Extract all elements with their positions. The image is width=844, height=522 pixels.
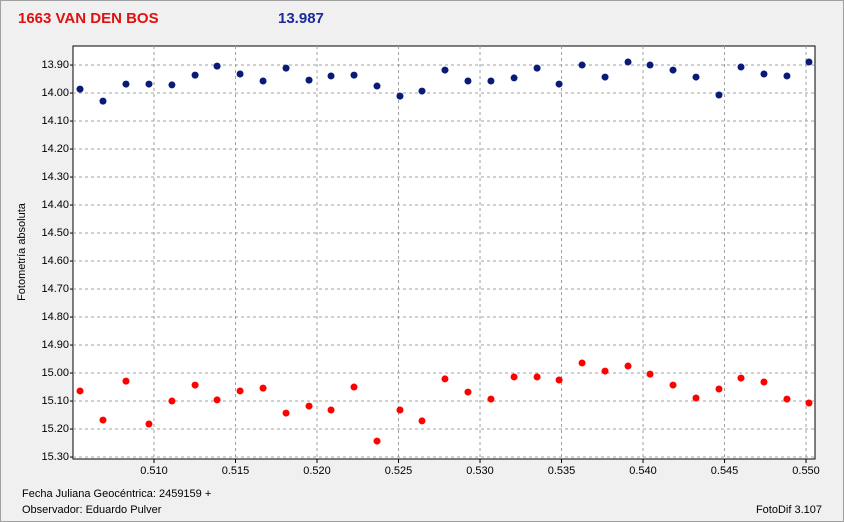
point xyxy=(805,58,813,66)
chart-subtitle: 13.987 xyxy=(278,10,324,27)
point xyxy=(578,61,586,69)
point xyxy=(783,395,791,403)
observer: Observador: Eduardo Pulver xyxy=(22,504,162,516)
y-axis-label: Fotometría absoluta xyxy=(16,202,28,301)
x-tick-label: 0.510 xyxy=(140,465,168,477)
x-tick-label: 0.520 xyxy=(303,465,331,477)
point xyxy=(191,71,199,79)
x-axis-label: Fecha Juliana Geocéntrica: 2459159 + xyxy=(22,488,211,500)
point xyxy=(350,383,358,391)
point xyxy=(122,377,130,385)
point xyxy=(487,77,495,85)
y-tick-label: 15.30 xyxy=(41,451,69,463)
point xyxy=(418,417,426,425)
point xyxy=(441,375,449,383)
point xyxy=(213,396,221,404)
point xyxy=(715,91,723,99)
point xyxy=(715,385,723,393)
chart-title: 1663 VAN DEN BOS xyxy=(18,10,159,27)
point xyxy=(145,80,153,88)
point xyxy=(168,81,176,89)
point xyxy=(669,66,677,74)
y-tick-label: 14.40 xyxy=(41,199,69,211)
point xyxy=(555,80,563,88)
x-tick-label: 0.515 xyxy=(222,465,250,477)
point xyxy=(396,406,404,414)
y-tick-label: 14.30 xyxy=(41,171,69,183)
point xyxy=(282,409,290,417)
point xyxy=(646,61,654,69)
point xyxy=(464,77,472,85)
point xyxy=(191,381,199,389)
point xyxy=(259,77,267,85)
point xyxy=(510,373,518,381)
point xyxy=(236,387,244,395)
x-tick-label: 0.540 xyxy=(629,465,657,477)
plot-area xyxy=(72,45,816,460)
point xyxy=(76,85,84,93)
y-tick-label: 14.20 xyxy=(41,143,69,155)
y-tick-label: 15.10 xyxy=(41,395,69,407)
point xyxy=(624,58,632,66)
point xyxy=(350,71,358,79)
point xyxy=(533,373,541,381)
point xyxy=(99,97,107,105)
point xyxy=(601,73,609,81)
y-tick-label: 14.70 xyxy=(41,283,69,295)
point xyxy=(373,82,381,90)
x-tick-label: 0.550 xyxy=(792,465,820,477)
point xyxy=(236,70,244,78)
point xyxy=(259,384,267,392)
point xyxy=(327,72,335,80)
y-tick-label: 14.80 xyxy=(41,311,69,323)
software: FotoDif 3.107 xyxy=(756,504,822,516)
point xyxy=(533,64,541,72)
point xyxy=(441,66,449,74)
y-tick-label: 15.20 xyxy=(41,423,69,435)
y-tick-label: 14.90 xyxy=(41,339,69,351)
point xyxy=(760,70,768,78)
point xyxy=(305,402,313,410)
point xyxy=(122,80,130,88)
point xyxy=(692,394,700,402)
point xyxy=(578,359,586,367)
y-tick-label: 15.00 xyxy=(41,367,69,379)
point xyxy=(373,437,381,445)
point xyxy=(282,64,290,72)
point xyxy=(737,63,745,71)
y-tick-label: 14.60 xyxy=(41,255,69,267)
point xyxy=(213,62,221,70)
point xyxy=(76,387,84,395)
point xyxy=(555,376,563,384)
x-tick-label: 0.535 xyxy=(548,465,576,477)
x-tick-label: 0.545 xyxy=(711,465,739,477)
point xyxy=(99,416,107,424)
point xyxy=(646,370,654,378)
point xyxy=(396,92,404,100)
point xyxy=(783,72,791,80)
point xyxy=(760,378,768,386)
x-tick-label: 0.530 xyxy=(466,465,494,477)
point xyxy=(145,420,153,428)
y-tick-label: 14.50 xyxy=(41,227,69,239)
point xyxy=(669,381,677,389)
x-tick-label: 0.525 xyxy=(385,465,413,477)
point xyxy=(418,87,426,95)
point xyxy=(624,362,632,370)
y-tick-label: 14.10 xyxy=(41,115,69,127)
point xyxy=(601,367,609,375)
point xyxy=(168,397,176,405)
point xyxy=(327,406,335,414)
point xyxy=(487,395,495,403)
point xyxy=(510,74,518,82)
point xyxy=(464,388,472,396)
y-tick-label: 14.00 xyxy=(41,87,69,99)
point xyxy=(692,73,700,81)
point xyxy=(737,374,745,382)
y-tick-label: 13.90 xyxy=(41,59,69,71)
point xyxy=(305,76,313,84)
point xyxy=(805,399,813,407)
